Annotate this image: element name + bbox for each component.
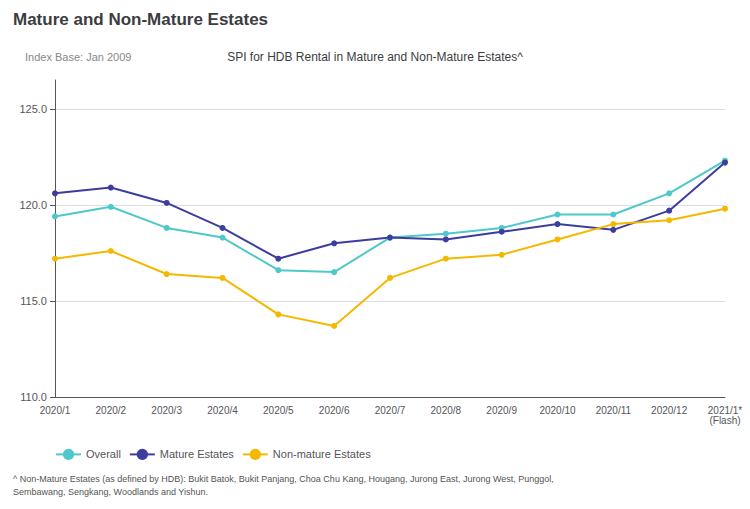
svg-text:Non-mature Estates: Non-mature Estates <box>273 448 371 460</box>
svg-text:Sembawang, Sengkang, Woodlands: Sembawang, Sengkang, Woodlands and Yishu… <box>13 487 208 497</box>
svg-text:SPI for HDB Rental in Mature a: SPI for HDB Rental in Mature and Non-Mat… <box>227 50 523 64</box>
svg-text:^ Non-Mature Estates (as defin: ^ Non-Mature Estates (as defined by HDB)… <box>13 474 554 484</box>
svg-text:2020/7: 2020/7 <box>375 405 406 416</box>
svg-text:2020/3: 2020/3 <box>151 405 182 416</box>
svg-text:2020/10: 2020/10 <box>539 405 576 416</box>
svg-text:2020/12: 2020/12 <box>651 405 688 416</box>
svg-text:2020/1: 2020/1 <box>40 405 71 416</box>
svg-text:2020/11: 2020/11 <box>596 405 632 416</box>
svg-text:Mature and Non-Mature Estates: Mature and Non-Mature Estates <box>13 10 268 29</box>
svg-text:Index Base: Jan 2009: Index Base: Jan 2009 <box>25 51 131 63</box>
svg-text:120.0: 120.0 <box>19 199 47 211</box>
svg-text:Overall: Overall <box>86 448 121 460</box>
svg-text:2021/1*: 2021/1* <box>707 404 743 416</box>
svg-text:Mature Estates: Mature Estates <box>160 448 234 460</box>
svg-text:2020/8: 2020/8 <box>431 405 462 416</box>
svg-text:2020/4: 2020/4 <box>207 405 238 416</box>
svg-text:2020/5: 2020/5 <box>263 405 294 416</box>
svg-text:110.0: 110.0 <box>20 391 47 403</box>
svg-text:2020/9: 2020/9 <box>486 405 517 416</box>
svg-text:2020/6: 2020/6 <box>319 405 350 416</box>
svg-text:(Flash): (Flash) <box>709 415 740 426</box>
svg-text:115.0: 115.0 <box>20 295 47 307</box>
svg-text:2020/2: 2020/2 <box>96 405 127 416</box>
svg-text:125.0: 125.0 <box>19 103 47 115</box>
